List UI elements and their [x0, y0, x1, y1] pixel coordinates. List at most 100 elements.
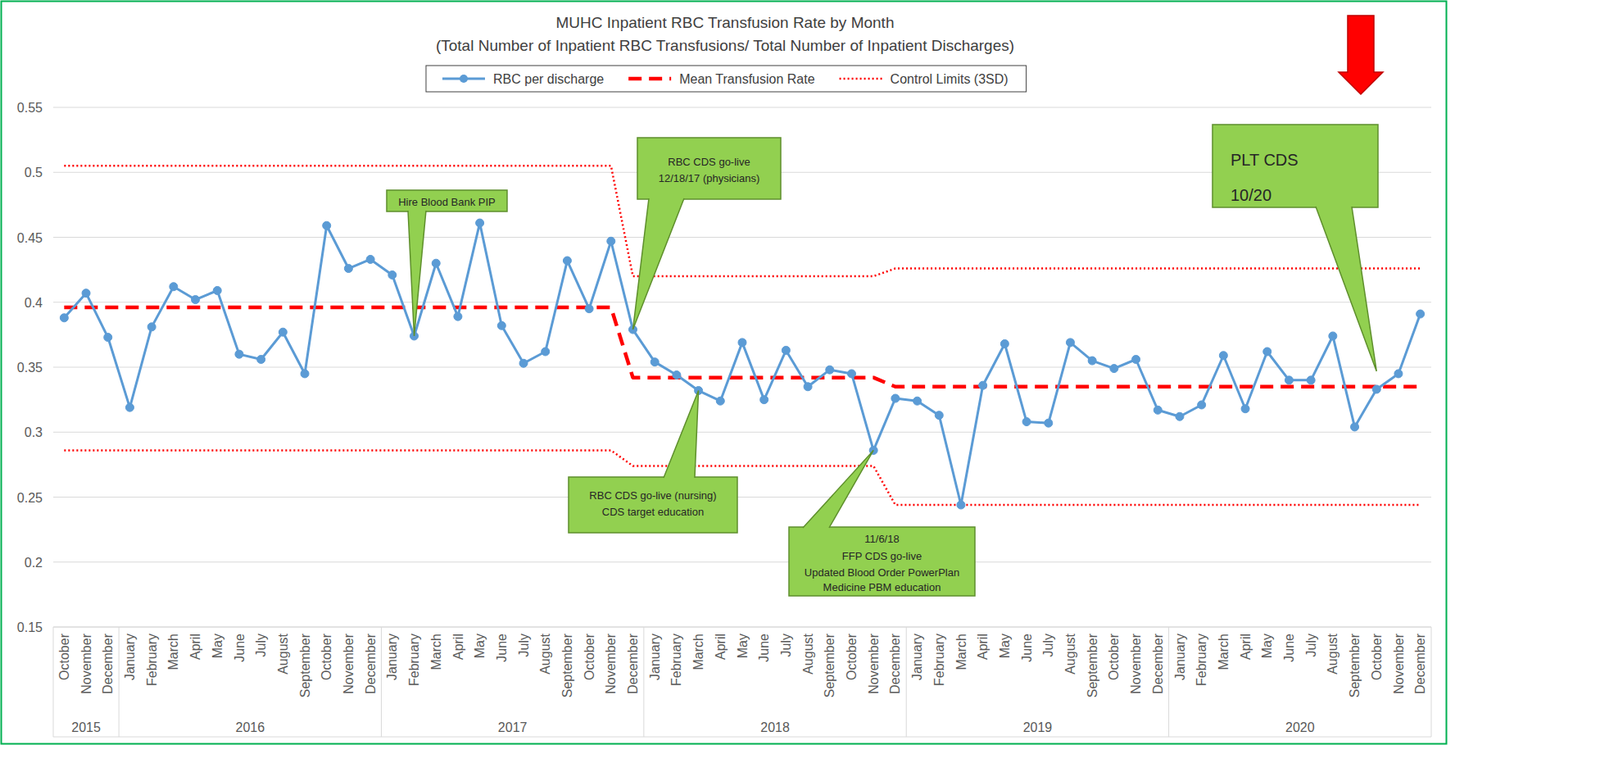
x-tick-label: February	[932, 633, 947, 686]
x-tick-label: February	[407, 633, 422, 686]
marker	[541, 347, 550, 356]
x-tick-label: November	[603, 632, 618, 694]
x-tick-label: July	[1041, 633, 1056, 657]
marker	[1022, 417, 1031, 427]
x-tick-label: August	[538, 632, 553, 674]
marker	[1306, 376, 1315, 385]
x-tick-label: June	[1019, 633, 1034, 662]
grid-line	[53, 367, 1432, 368]
group-label: 2017	[498, 720, 528, 735]
x-tick-label: September	[298, 632, 313, 698]
x-tick-label: May	[735, 633, 750, 658]
x-tick-label: February	[670, 633, 685, 686]
callout-box	[1212, 124, 1378, 208]
grid-line	[53, 496, 1432, 498]
marker	[562, 256, 572, 265]
marker	[825, 365, 834, 374]
callout-box	[637, 137, 781, 200]
x-tick-label: March	[954, 633, 969, 670]
y-tick-label: 0.4	[24, 295, 43, 310]
marker	[1153, 405, 1162, 414]
x-axis-bottom	[53, 736, 1432, 738]
marker	[1219, 351, 1228, 360]
annotation-text: CDS target education	[602, 505, 704, 518]
marker	[1132, 354, 1141, 363]
x-tick-label: April	[1238, 633, 1253, 660]
annotation-text: RBC CDS go-live	[667, 155, 750, 168]
group-label: 2019	[1023, 720, 1053, 735]
y-tick-label: 0.2	[24, 555, 43, 570]
y-tick-label: 0.3	[24, 425, 43, 440]
x-tick-label: July	[516, 633, 531, 657]
x-tick-label: July	[1304, 633, 1319, 657]
x-tick-label: December	[1413, 632, 1428, 694]
callout-pointer	[407, 210, 427, 336]
marker	[344, 264, 353, 273]
x-axis-line	[53, 626, 1432, 628]
group-separator	[906, 626, 907, 737]
marker	[278, 327, 287, 336]
marker	[650, 358, 659, 367]
x-tick-label: November	[341, 632, 356, 694]
marker	[956, 500, 966, 509]
legend-box	[426, 65, 1027, 92]
legend-swatch	[839, 77, 883, 81]
group-label: 2016	[235, 720, 265, 735]
subtitle: (Total Number of Inpatient RBC Transfusi…	[435, 36, 1015, 55]
group-label: 2020	[1285, 720, 1315, 735]
x-tick-label: June	[756, 633, 771, 662]
grid-line	[53, 431, 1432, 433]
x-tick-label: January	[385, 633, 399, 680]
y-tick-label: 0.35	[17, 360, 43, 375]
x-tick-label: September	[822, 632, 837, 698]
x-tick-label: April	[975, 633, 990, 660]
y-tick-label: 0.5	[24, 165, 43, 180]
x-tick-label: April	[713, 633, 728, 660]
x-tick-label: July	[253, 633, 268, 657]
y-tick-label: 0.45	[17, 231, 43, 245]
callout-box	[386, 190, 508, 212]
marker	[1241, 404, 1250, 413]
frame	[1, 1, 1447, 744]
marker	[738, 338, 747, 347]
x-tick-label: November	[866, 632, 881, 694]
x-tick-label: May	[1260, 633, 1274, 658]
marker	[1065, 338, 1075, 347]
series-line	[63, 307, 1420, 387]
x-tick-label: November	[79, 632, 94, 694]
group-separator	[1431, 626, 1433, 737]
marker	[475, 218, 485, 227]
group-separator	[643, 626, 644, 737]
annotation-text: 11/6/18	[864, 532, 899, 545]
x-tick-label: April	[188, 633, 203, 660]
marker	[388, 270, 397, 279]
group-separator	[380, 626, 382, 737]
x-tick-label: August	[1063, 632, 1078, 674]
marker	[803, 382, 812, 391]
marker	[1044, 418, 1053, 427]
x-tick-label: October	[844, 632, 859, 680]
x-tick-label: February	[1194, 633, 1209, 686]
marker	[913, 396, 922, 405]
title: MUHC Inpatient RBC Transfusion Rate by M…	[556, 13, 895, 32]
x-tick-label: November	[1391, 632, 1406, 694]
marker	[125, 403, 134, 412]
y-tick-label: 0.55	[17, 100, 43, 115]
marker	[169, 282, 178, 291]
x-tick-label: December	[100, 632, 115, 694]
annotation-text: Hire Blood Bank PIP	[398, 195, 496, 209]
plot-area	[59, 165, 1424, 509]
marker	[81, 289, 91, 298]
chart: MUHC Inpatient RBC Transfusion Rate by M…	[0, 0, 1600, 768]
annotation-text: Medicine PBM education	[823, 580, 942, 594]
background	[0, 0, 1600, 768]
marker	[104, 333, 113, 342]
marker	[1416, 309, 1425, 318]
legend: RBC per dischargeMean Transfusion RateCo…	[426, 65, 1027, 92]
marker	[1175, 412, 1184, 421]
x-tick-label: March	[429, 633, 444, 670]
marker	[891, 394, 900, 403]
x-tick-label: July	[779, 633, 794, 657]
x-tick-label: March	[166, 633, 181, 670]
grid-line	[53, 561, 1432, 563]
